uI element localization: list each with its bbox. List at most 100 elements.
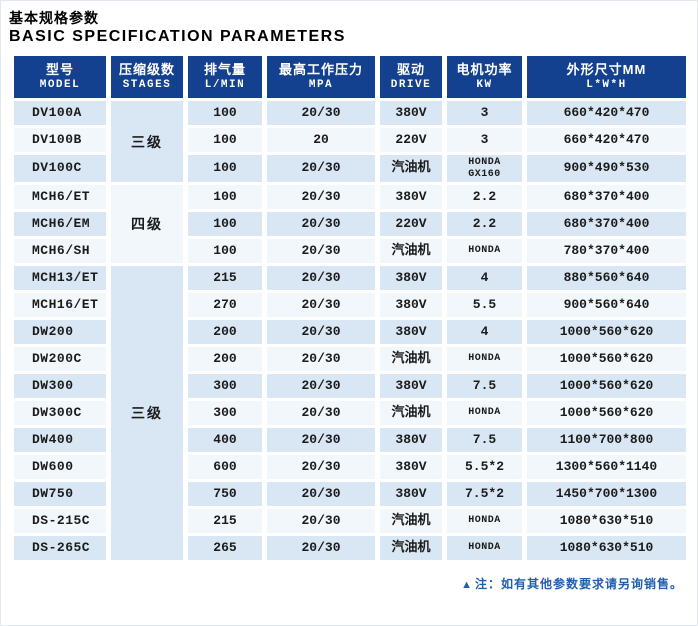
- dimensions-cell: 660*420*470: [527, 128, 686, 153]
- displacement-cell: 100: [188, 185, 262, 210]
- table-row: DS-215C 215 20/30 汽油机 HONDA 1080*630*510: [14, 509, 686, 534]
- dimensions-cell: 880*560*640: [527, 266, 686, 291]
- displacement-cell: 100: [188, 101, 262, 126]
- pressure-cell: 20/30: [267, 455, 375, 480]
- power-cell: 3: [447, 128, 522, 153]
- dimensions-cell: 1000*560*620: [527, 347, 686, 372]
- model-cell: MCH6/EM: [14, 212, 106, 237]
- pressure-cell: 20: [267, 128, 375, 153]
- power-cell: 2.2: [447, 185, 522, 210]
- dimensions-cell: 680*370*400: [527, 212, 686, 237]
- power-cell: 2.2: [447, 212, 522, 237]
- pressure-cell: 20/30: [267, 347, 375, 372]
- dimensions-cell: 780*370*400: [527, 239, 686, 264]
- pressure-cell: 20/30: [267, 212, 375, 237]
- footer-note-text: 注：如有其他参数要求请另询销售。: [474, 577, 683, 592]
- table-row: DW200 200 20/30 380V 4 1000*560*620: [14, 320, 686, 345]
- model-cell: DW300C: [14, 401, 106, 426]
- dimensions-cell: 1100*700*800: [527, 428, 686, 453]
- drive-cell: 380V: [380, 482, 442, 507]
- power-cell: HONDA: [447, 347, 522, 372]
- dimensions-cell: 1450*700*1300: [527, 482, 686, 507]
- displacement-cell: 200: [188, 347, 262, 372]
- drive-cell: 380V: [380, 101, 442, 126]
- power-cell: 7.5: [447, 428, 522, 453]
- column-header-model: 型号 MODEL: [14, 56, 106, 99]
- model-cell: DV100C: [14, 155, 106, 183]
- table-row: MCH16/ET 270 20/30 380V 5.5 900*560*640: [14, 293, 686, 318]
- model-cell: DW200: [14, 320, 106, 345]
- table-row: DV100C 100 20/30 汽油机 HONDA GX160 900*490*530: [14, 155, 686, 183]
- model-cell: DS-215C: [14, 509, 106, 534]
- drive-cell: 汽油机: [380, 347, 442, 372]
- power-cell: HONDA GX160: [447, 155, 522, 183]
- displacement-cell: 600: [188, 455, 262, 480]
- column-header-drive: 驱动 DRIVE: [380, 56, 442, 99]
- table-row: MCH6/SH 100 20/30 汽油机 HONDA 780*370*400: [14, 239, 686, 264]
- dimensions-cell: 660*420*470: [527, 101, 686, 126]
- stages-cell: 四级: [111, 185, 183, 264]
- pressure-cell: 20/30: [267, 509, 375, 534]
- displacement-cell: 200: [188, 320, 262, 345]
- dimensions-cell: 1000*560*620: [527, 374, 686, 399]
- model-cell: MCH13/ET: [14, 266, 106, 291]
- pressure-cell: 20/30: [267, 266, 375, 291]
- model-cell: MCH6/SH: [14, 239, 106, 264]
- pressure-cell: 20/30: [267, 374, 375, 399]
- stages-cell: 三级: [111, 101, 183, 183]
- dimensions-cell: 900*560*640: [527, 293, 686, 318]
- dimensions-cell: 680*370*400: [527, 185, 686, 210]
- model-cell: DS-265C: [14, 536, 106, 561]
- model-cell: MCH16/ET: [14, 293, 106, 318]
- table-row: DV100A 三级 100 20/30 380V 3 660*420*470: [14, 101, 686, 183]
- pressure-cell: 20/30: [267, 320, 375, 345]
- drive-cell: 汽油机: [380, 155, 442, 183]
- table-row: DV100B 100 20 220V 3 660*420*470: [14, 128, 686, 153]
- power-cell: 4: [447, 320, 522, 345]
- power-cell: HONDA: [447, 401, 522, 426]
- pressure-cell: 20/30: [267, 293, 375, 318]
- pressure-cell: 20/30: [267, 185, 375, 210]
- spec-table: 型号 MODEL 压缩级数 STAGES 排气量 L/MIN 最高工作压力 MPA 驱动 DRIV…: [9, 53, 691, 563]
- model-cell: MCH6/ET: [14, 185, 106, 210]
- page-title-chinese: 基本规格参数: [9, 10, 99, 26]
- displacement-cell: 215: [188, 509, 262, 534]
- power-cell: 7.5*2: [447, 482, 522, 507]
- model-cell: DW750: [14, 482, 106, 507]
- drive-cell: 汽油机: [380, 239, 442, 264]
- table-row: DW750 750 20/30 380V 7.5*2 1450*700*1300: [14, 482, 686, 507]
- drive-cell: 380V: [380, 428, 442, 453]
- displacement-cell: 100: [188, 212, 262, 237]
- displacement-cell: 215: [188, 266, 262, 291]
- drive-cell: 380V: [380, 293, 442, 318]
- pressure-cell: 20/30: [267, 239, 375, 264]
- column-header-dimensions: 外形尺寸MM L*W*H: [527, 56, 686, 99]
- displacement-cell: 300: [188, 401, 262, 426]
- column-header-stages: 压缩级数 STAGES: [111, 56, 183, 99]
- model-cell: DW300: [14, 374, 106, 399]
- dimensions-cell: 1300*560*1140: [527, 455, 686, 480]
- drive-cell: 380V: [380, 455, 442, 480]
- page-title-english: BASIC SPECIFICATION PARAMETERS: [9, 28, 346, 46]
- displacement-cell: 100: [188, 239, 262, 264]
- pressure-cell: 20/30: [267, 401, 375, 426]
- stages-cell: 三级: [111, 266, 183, 561]
- note-triangle-icon: ▲: [461, 579, 473, 592]
- drive-cell: 380V: [380, 185, 442, 210]
- power-cell: HONDA: [447, 536, 522, 561]
- table-row: DW600 600 20/30 380V 5.5*2 1300*560*1140: [14, 455, 686, 480]
- drive-cell: 汽油机: [380, 401, 442, 426]
- table-row: DW300 300 20/30 380V 7.5 1000*560*620: [14, 374, 686, 399]
- dimensions-cell: 1080*630*510: [527, 509, 686, 534]
- table-row: MCH6/ET 四级 100 20/30 380V 2.2 680*370*400: [14, 185, 686, 264]
- pressure-cell: 20/30: [267, 101, 375, 126]
- power-cell: 5.5: [447, 293, 522, 318]
- drive-cell: 汽油机: [380, 536, 442, 561]
- drive-cell: 220V: [380, 212, 442, 237]
- dimensions-cell: 1080*630*510: [527, 536, 686, 561]
- table-row: MCH13/ET 三级 215 20/30 380V 4 880*560*640: [14, 266, 686, 561]
- power-cell: 5.5*2: [447, 455, 522, 480]
- displacement-cell: 100: [188, 128, 262, 153]
- displacement-cell: 300: [188, 374, 262, 399]
